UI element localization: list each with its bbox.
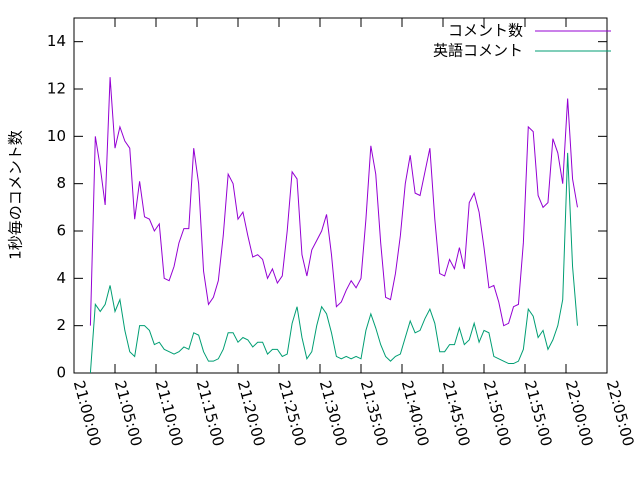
y-axis-label: 1秒毎のコメント数 (7, 130, 25, 260)
plot-border (73, 17, 608, 374)
y-tick-label: 2 (56, 316, 66, 334)
y-tick-label: 14 (47, 32, 66, 50)
y-tick-label: 6 (56, 222, 66, 240)
legend-label: コメント数 (448, 22, 523, 40)
series-line (89, 77, 578, 327)
legend-label: 英語コメント (433, 42, 523, 60)
y-tick-label: 12 (47, 80, 66, 98)
series-line (89, 152, 578, 374)
y-tick-label: 8 (56, 174, 66, 192)
y-tick-label: 10 (47, 127, 66, 145)
y-tick-label: 0 (56, 364, 66, 382)
y-tick-label: 4 (56, 269, 66, 287)
